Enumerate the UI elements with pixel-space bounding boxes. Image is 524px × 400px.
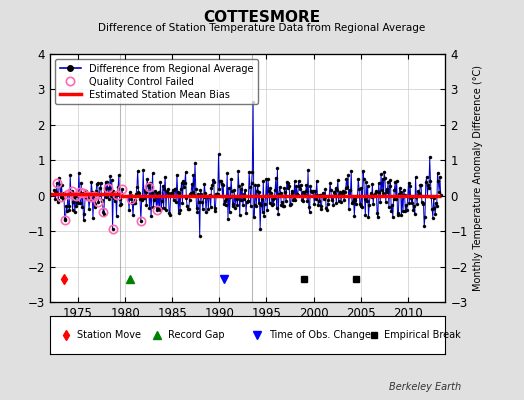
Text: Record Gap: Record Gap bbox=[169, 330, 225, 340]
Text: Station Move: Station Move bbox=[78, 330, 141, 340]
Text: Time of Obs. Change: Time of Obs. Change bbox=[269, 330, 371, 340]
Y-axis label: Monthly Temperature Anomaly Difference (°C): Monthly Temperature Anomaly Difference (… bbox=[473, 65, 483, 291]
Text: Berkeley Earth: Berkeley Earth bbox=[389, 382, 461, 392]
Text: COTTESMORE: COTTESMORE bbox=[203, 10, 321, 25]
Text: Empirical Break: Empirical Break bbox=[384, 330, 461, 340]
Legend: Difference from Regional Average, Quality Control Failed, Estimated Station Mean: Difference from Regional Average, Qualit… bbox=[54, 59, 258, 104]
Text: Difference of Station Temperature Data from Regional Average: Difference of Station Temperature Data f… bbox=[99, 23, 425, 33]
